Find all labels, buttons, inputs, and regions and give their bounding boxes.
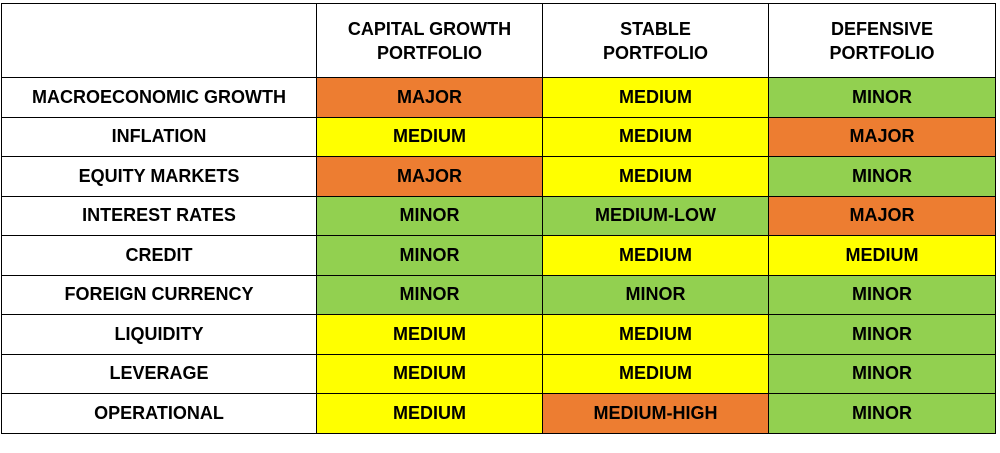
header-line: PORTFOLIO [603, 42, 708, 63]
rating-cell: MEDIUM [542, 116, 769, 157]
risk-label: LIQUIDITY [1, 314, 317, 355]
rating-cell: MEDIUM [316, 353, 543, 394]
risk-label: FOREIGN CURRENCY [1, 274, 317, 315]
header-capital-growth-portfolio: CAPITAL GROWTH PORTFOLIO [316, 3, 543, 78]
rating-cell: MAJOR [768, 116, 996, 157]
header-defensive-portfolio: DEFENSIVE PORTFOLIO [768, 3, 996, 78]
rating-cell: MEDIUM [542, 156, 769, 197]
table-row: INTEREST RATES MINOR MEDIUM-LOW MAJOR [1, 195, 996, 236]
rating-cell: MINOR [768, 314, 996, 355]
risk-label: LEVERAGE [1, 353, 317, 394]
rating-cell: MAJOR [316, 156, 543, 197]
corner-cell [1, 3, 317, 78]
header-line: CAPITAL GROWTH [347, 18, 512, 39]
rating-cell: MINOR [316, 235, 543, 276]
rating-cell: MINOR [316, 274, 543, 315]
table-row: OPERATIONAL MEDIUM MEDIUM-HIGH MINOR [1, 393, 996, 434]
table-row: EQUITY MARKETS MAJOR MEDIUM MINOR [1, 156, 996, 197]
rating-cell: MINOR [768, 274, 996, 315]
rating-cell: MINOR [542, 274, 769, 315]
table-row: LIQUIDITY MEDIUM MEDIUM MINOR [1, 314, 996, 355]
header-line: PORTFOLIO [377, 42, 482, 63]
header-stable-portfolio: STABLE PORTFOLIO [542, 3, 769, 78]
rating-cell: MINOR [768, 77, 996, 118]
rating-cell: MINOR [316, 195, 543, 236]
table-body: MACROECONOMIC GROWTH MAJOR MEDIUM MINOR … [1, 77, 996, 434]
rating-cell: MEDIUM-HIGH [542, 393, 769, 434]
header-row: CAPITAL GROWTH PORTFOLIO STABLE PORTFOLI… [1, 3, 996, 78]
header-line: STABLE [620, 18, 691, 39]
rating-cell: MEDIUM [542, 77, 769, 118]
rating-cell: MEDIUM [542, 314, 769, 355]
table-header: CAPITAL GROWTH PORTFOLIO STABLE PORTFOLI… [1, 3, 996, 78]
rating-cell: MEDIUM [542, 353, 769, 394]
risk-label: EQUITY MARKETS [1, 156, 317, 197]
risk-label: INTEREST RATES [1, 195, 317, 236]
rating-cell: MINOR [768, 156, 996, 197]
rating-cell: MEDIUM [316, 116, 543, 157]
rating-cell: MINOR [768, 393, 996, 434]
risk-label: CREDIT [1, 235, 317, 276]
table-row: INFLATION MEDIUM MEDIUM MAJOR [1, 116, 996, 157]
risk-label: INFLATION [1, 116, 317, 157]
table-row: CREDIT MINOR MEDIUM MEDIUM [1, 235, 996, 276]
header-line: DEFENSIVE [830, 18, 934, 39]
header-line: PORTFOLIO [829, 42, 935, 63]
rating-cell: MEDIUM [542, 235, 769, 276]
rating-cell: MEDIUM [316, 393, 543, 434]
table-row: MACROECONOMIC GROWTH MAJOR MEDIUM MINOR [1, 77, 996, 118]
risk-label: OPERATIONAL [1, 393, 317, 434]
risk-label: MACROECONOMIC GROWTH [1, 77, 317, 118]
risk-comparison-table: CAPITAL GROWTH PORTFOLIO STABLE PORTFOLI… [1, 3, 996, 434]
rating-cell: MEDIUM [768, 235, 996, 276]
rating-cell: MAJOR [768, 195, 996, 236]
rating-cell: MEDIUM-LOW [542, 195, 769, 236]
rating-cell: MAJOR [316, 77, 543, 118]
table-row: FOREIGN CURRENCY MINOR MINOR MINOR [1, 274, 996, 315]
table-row: LEVERAGE MEDIUM MEDIUM MINOR [1, 353, 996, 394]
rating-cell: MINOR [768, 353, 996, 394]
rating-cell: MEDIUM [316, 314, 543, 355]
